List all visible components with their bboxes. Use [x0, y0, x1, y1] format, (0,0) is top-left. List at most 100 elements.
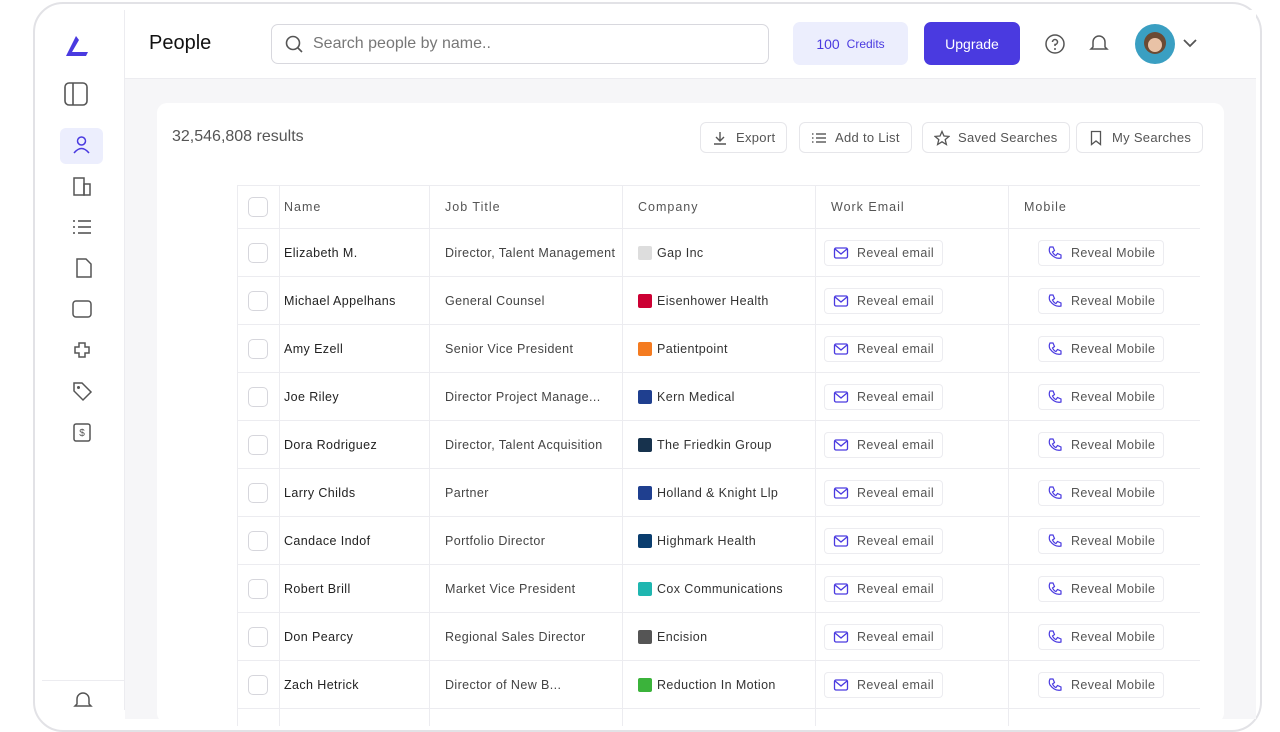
mail-icon: [833, 295, 849, 307]
reveal-email-button[interactable]: Reveal email: [824, 432, 944, 458]
people-table: Name Job Title Company Work Email Mobile Eliz…: [237, 185, 1200, 726]
export-button[interactable]: Export: [700, 122, 788, 153]
reveal-mobile-button[interactable]: Reveal Mobile: [1038, 576, 1165, 602]
phone-icon: [1048, 294, 1062, 307]
my-searches-label: My Searches: [1112, 130, 1192, 145]
reveal-mobile-button[interactable]: Reveal Mobile: [1038, 528, 1165, 554]
person-name[interactable]: Amy Ezell: [284, 342, 344, 356]
checkbox[interactable]: [248, 579, 268, 599]
nav-companies[interactable]: [71, 175, 93, 197]
company[interactable]: Encision: [638, 613, 707, 661]
reveal-email-button[interactable]: Reveal email: [824, 480, 944, 506]
saved-searches-button[interactable]: Saved Searches: [922, 122, 1070, 153]
table-row: Elizabeth M. Director, Talent Management G…: [237, 229, 1200, 277]
checkbox[interactable]: [248, 627, 268, 647]
nav-lists[interactable]: [71, 216, 93, 238]
reveal-mobile-button[interactable]: Reveal Mobile: [1038, 432, 1165, 458]
company-logo: [638, 438, 652, 452]
search-icon: [285, 35, 303, 53]
company[interactable]: Eisenhower Health: [638, 277, 769, 325]
checkbox[interactable]: [248, 387, 268, 407]
reveal-mobile-button[interactable]: Reveal Mobile: [1038, 336, 1165, 362]
checkbox[interactable]: [248, 243, 268, 263]
nav-people[interactable]: [60, 128, 103, 164]
company[interactable]: The Friedkin Group: [638, 421, 772, 469]
reveal-email-button[interactable]: Reveal email: [824, 672, 944, 698]
job-title: Portfolio Director: [445, 534, 546, 548]
person-name[interactable]: Dora Rodriguez: [284, 438, 378, 452]
company-name: Holland & Knight Llp: [657, 486, 779, 500]
reveal-email-button[interactable]: Reveal email: [824, 288, 944, 314]
person-name[interactable]: Zach Hetrick: [284, 678, 359, 692]
company[interactable]: Holland & Knight Llp: [638, 469, 778, 517]
phone-icon: [1048, 534, 1062, 547]
reveal-mobile-button[interactable]: Reveal Mobile: [1038, 384, 1165, 410]
checkbox[interactable]: [248, 291, 268, 311]
company[interactable]: Cox Communications: [638, 565, 783, 613]
company-logo: [638, 630, 652, 644]
company[interactable]: Kern Medical: [638, 373, 735, 421]
person-name[interactable]: Elizabeth M.: [284, 246, 358, 260]
search-box[interactable]: Search people by name..: [271, 24, 769, 64]
person-name[interactable]: Larry Childs: [284, 486, 356, 500]
column-divider: [815, 186, 816, 726]
person-name[interactable]: Michael Appelhans: [284, 294, 396, 308]
reveal-mobile-button[interactable]: Reveal Mobile: [1038, 672, 1165, 698]
reveal-email-cell: Reveal email: [824, 469, 944, 517]
reveal-email-button[interactable]: Reveal email: [824, 240, 944, 266]
row-divider: [237, 708, 1200, 709]
reveal-email-cell: Reveal email: [824, 277, 944, 325]
nav-tags[interactable]: [71, 380, 93, 402]
person-name[interactable]: Joe Riley: [284, 390, 340, 404]
reveal-email-label: Reveal email: [857, 438, 935, 452]
upgrade-button[interactable]: Upgrade: [924, 22, 1020, 65]
company[interactable]: Highmark Health: [638, 517, 756, 565]
avatar-caret[interactable]: [1182, 37, 1198, 49]
credits[interactable]: 100 Credits: [793, 22, 908, 65]
reveal-mobile-label: Reveal Mobile: [1071, 534, 1156, 548]
reveal-mobile-button[interactable]: Reveal Mobile: [1038, 624, 1165, 650]
reveal-mobile-button[interactable]: Reveal Mobile: [1038, 240, 1165, 266]
phone-icon: [1048, 630, 1062, 643]
row-divider: [237, 516, 1200, 517]
phone-icon: [1048, 390, 1062, 403]
checkbox[interactable]: [248, 435, 268, 455]
column-header: Work Email: [831, 200, 905, 214]
person-name[interactable]: Candace Indof: [284, 534, 371, 548]
company[interactable]: Gap Inc: [638, 229, 704, 277]
panel-toggle[interactable]: [64, 82, 88, 106]
checkbox[interactable]: [248, 675, 268, 695]
company[interactable]: Reduction In Motion: [638, 661, 776, 709]
nav-integrations[interactable]: [71, 339, 93, 361]
my-searches-button[interactable]: My Searches: [1076, 122, 1204, 153]
help-icon[interactable]: [1044, 33, 1066, 55]
person-name[interactable]: Don Pearcy: [284, 630, 354, 644]
job-title: Partner: [445, 486, 489, 500]
reveal-email-button[interactable]: Reveal email: [824, 528, 944, 554]
company-logo: [638, 342, 652, 356]
reveal-email-button[interactable]: Reveal email: [824, 624, 944, 650]
bell-icon[interactable]: [1088, 32, 1110, 54]
company[interactable]: Patientpoint: [638, 325, 728, 373]
reveal-email-label: Reveal email: [857, 534, 935, 548]
reveal-email-button[interactable]: Reveal email: [824, 576, 944, 602]
nav-billing[interactable]: $: [71, 421, 93, 443]
nav-enrich[interactable]: [71, 257, 93, 279]
column-divider: [429, 186, 430, 726]
reveal-email-button[interactable]: Reveal email: [824, 384, 944, 410]
nav-notifications[interactable]: [72, 689, 94, 711]
reveal-mobile-button[interactable]: Reveal Mobile: [1038, 480, 1165, 506]
nav-api[interactable]: [71, 298, 93, 320]
mail-icon: [833, 631, 849, 643]
checkbox[interactable]: [248, 483, 268, 503]
reveal-mobile-label: Reveal Mobile: [1071, 294, 1156, 308]
add-to-list-button[interactable]: Add to List: [799, 122, 912, 153]
checkbox[interactable]: [248, 531, 268, 551]
avatar[interactable]: [1134, 23, 1176, 65]
reveal-mobile-button[interactable]: Reveal Mobile: [1038, 288, 1165, 314]
checkbox[interactable]: [248, 197, 268, 217]
person-name[interactable]: Robert Brill: [284, 582, 351, 596]
checkbox[interactable]: [248, 339, 268, 359]
header: People Search people by name.. 100 Credit…: [125, 10, 1256, 79]
reveal-email-button[interactable]: Reveal email: [824, 336, 944, 362]
